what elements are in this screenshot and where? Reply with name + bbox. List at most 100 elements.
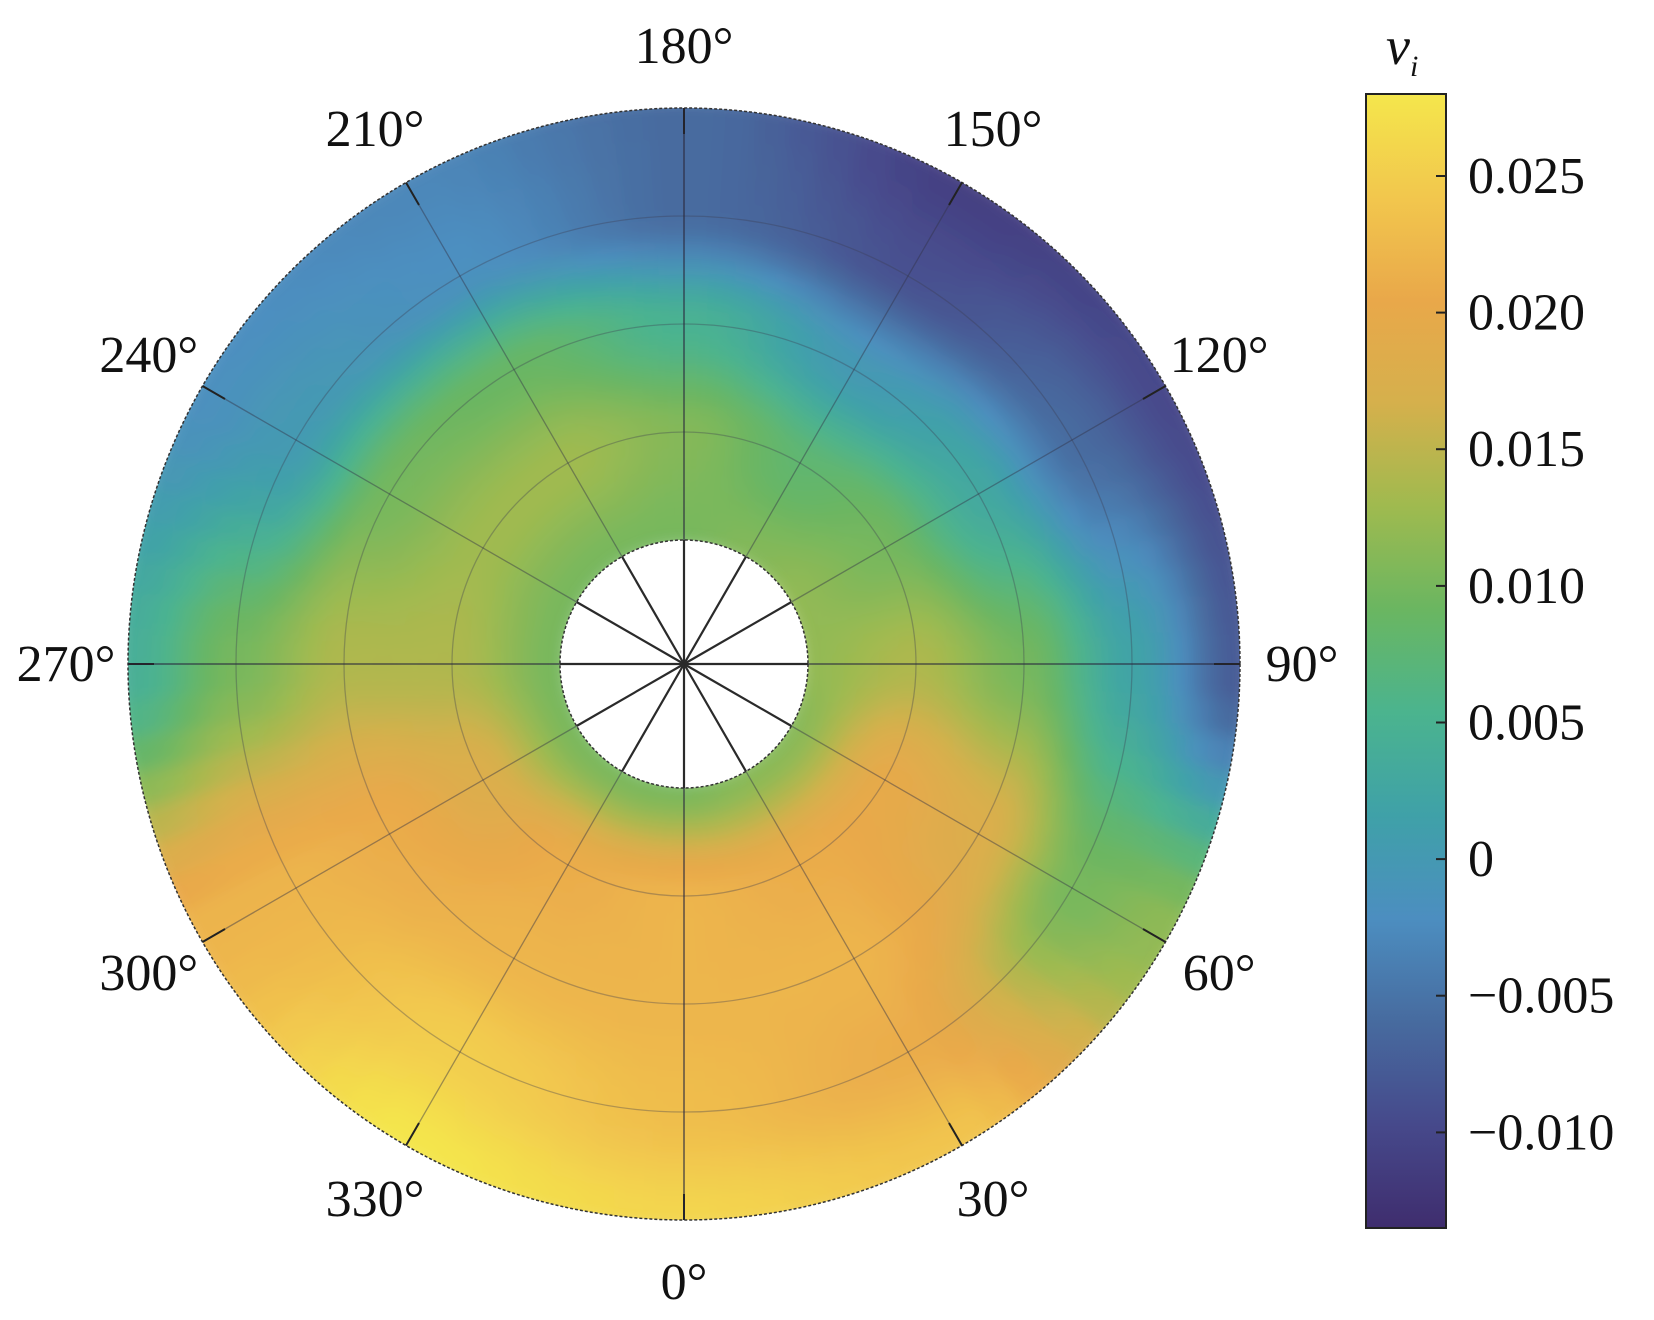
heatmap-cell	[1120, 845, 1156, 889]
heatmap-cell	[696, 858, 715, 882]
heatmap-cell	[961, 621, 984, 646]
heatmap-cell	[575, 834, 599, 861]
heatmap-cell	[1045, 634, 1068, 664]
heatmap-cell	[222, 813, 255, 856]
heatmap-cell	[1227, 583, 1240, 629]
heatmap-cell	[576, 787, 599, 812]
heatmap-cell	[641, 364, 666, 387]
heatmap-cell	[312, 540, 341, 574]
heatmap-cell	[613, 999, 643, 1025]
heatmap-cell	[466, 649, 488, 667]
heatmap-cell	[164, 527, 194, 571]
angular-tick-mark	[948, 1122, 963, 1147]
heatmap-cell	[742, 500, 762, 525]
heatmap-cell	[684, 1005, 712, 1027]
heatmap-cell	[561, 475, 586, 502]
heatmap-cell	[847, 760, 874, 785]
angular-tick-label: 330°	[326, 1171, 425, 1228]
heatmap-cell	[827, 456, 855, 485]
heatmap-cell	[715, 386, 739, 410]
heatmap-cell	[566, 554, 589, 577]
heatmap-cell	[531, 690, 555, 706]
heatmap-cell	[196, 632, 219, 670]
heatmap-cell	[528, 500, 555, 527]
heatmap-cell	[1173, 521, 1203, 565]
heatmap-cell	[128, 664, 137, 708]
heatmap-cell	[822, 542, 848, 567]
angular-tick-mark	[201, 928, 226, 943]
heatmap-cell	[425, 679, 448, 701]
heatmap-cell	[744, 1120, 784, 1147]
heatmap-cell	[786, 772, 810, 797]
heatmap-cell	[552, 1134, 594, 1164]
heatmap-cell	[816, 826, 843, 854]
angular-tick-label: 150°	[944, 101, 1043, 158]
heatmap-cell	[920, 627, 943, 649]
heatmap-cell	[513, 1056, 552, 1088]
heatmap-cell	[770, 786, 793, 811]
heatmap-cell	[259, 664, 281, 697]
heatmap-cell	[503, 773, 529, 799]
heatmap-cell	[816, 851, 844, 880]
heatmap-cell	[777, 523, 801, 548]
heatmap-cell	[526, 827, 554, 855]
heatmap-cell	[781, 124, 827, 154]
heatmap-cell	[834, 269, 872, 302]
heatmap-cell	[665, 922, 687, 944]
heatmap-cell	[135, 698, 161, 742]
heatmap-cell	[534, 524, 560, 550]
heatmap-cell	[863, 807, 892, 835]
heatmap-cell	[1151, 456, 1185, 501]
heatmap-cell	[800, 757, 825, 781]
heatmap-cell	[1018, 589, 1044, 620]
heatmap-cell	[279, 664, 302, 695]
heatmap-cell	[606, 477, 628, 502]
heatmap-cell	[800, 192, 841, 223]
heatmap-cell	[259, 636, 281, 669]
heatmap-cell	[517, 714, 541, 734]
heatmap-cell	[530, 566, 555, 588]
heatmap-cell	[859, 649, 881, 664]
heatmap-cell	[921, 644, 944, 664]
heatmap-cell	[1184, 795, 1216, 841]
heatmap-cell	[1169, 625, 1192, 664]
heatmap-cell	[324, 708, 350, 739]
heatmap-cell	[1084, 604, 1108, 638]
heatmap-cell	[763, 332, 794, 360]
angular-tick-label: 240°	[99, 327, 198, 384]
heatmap-cell	[365, 601, 390, 628]
heatmap-cell	[838, 672, 860, 687]
heatmap-cell	[135, 592, 160, 635]
heatmap-cell	[531, 741, 556, 764]
heatmap-cell	[820, 1162, 866, 1195]
heatmap-cell	[810, 1123, 853, 1155]
heatmap-cell	[631, 1044, 663, 1068]
heatmap-cell	[303, 711, 329, 743]
heatmap-cell	[528, 653, 550, 666]
heatmap-cell	[731, 1019, 763, 1045]
heatmap-cell	[654, 1088, 689, 1110]
heatmap-cell	[586, 793, 608, 818]
heatmap-cell	[1076, 796, 1108, 835]
heatmap-cell	[855, 516, 883, 544]
heatmap-cell	[817, 671, 840, 685]
heatmap-cell	[362, 664, 385, 689]
heatmap-cell	[1114, 746, 1143, 785]
heatmap-cell	[702, 489, 719, 512]
heatmap-cell	[650, 900, 671, 923]
heatmap-cell	[267, 742, 295, 779]
heatmap-cell	[823, 722, 848, 742]
heatmap-cell	[1139, 853, 1175, 898]
heatmap-cell	[942, 661, 964, 683]
heatmap-cell	[699, 900, 721, 923]
heatmap-cell	[771, 546, 794, 569]
heatmap-cell	[383, 644, 405, 668]
heatmap-cell	[740, 826, 762, 851]
heatmap-cell	[323, 593, 349, 623]
heatmap-cell	[617, 979, 646, 1004]
heatmap-cell	[658, 1026, 688, 1048]
heatmap-cell	[176, 866, 213, 913]
heatmap-cell	[633, 897, 656, 922]
heatmap-cell	[660, 1005, 688, 1027]
heatmap-cell	[863, 529, 891, 556]
